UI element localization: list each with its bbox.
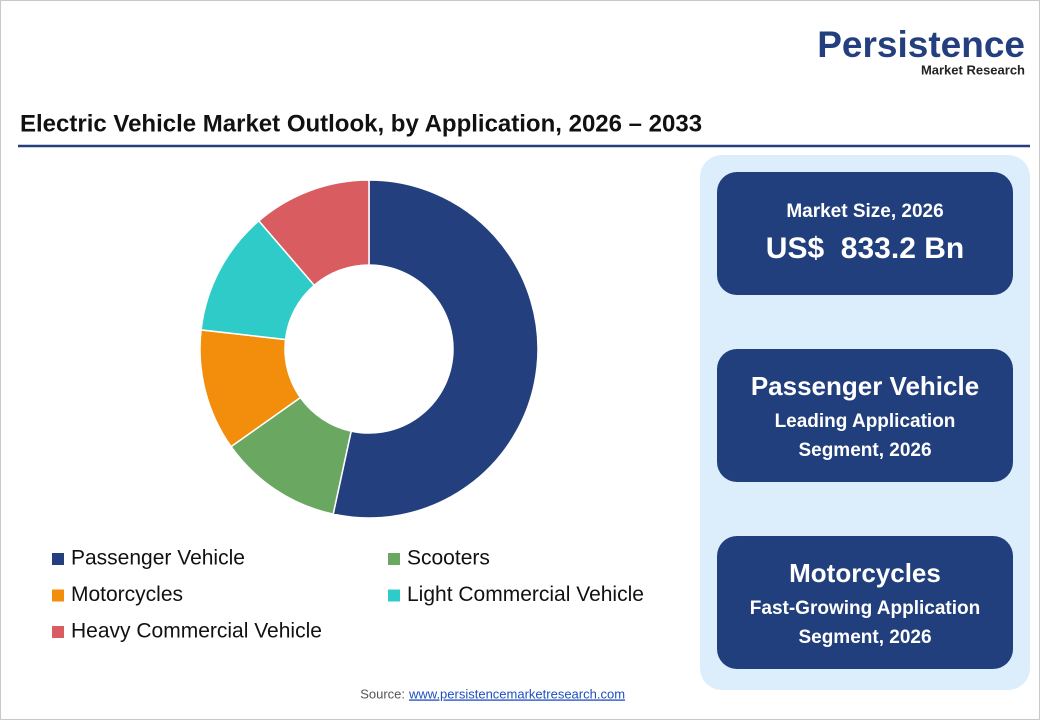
legend-swatch: [52, 626, 64, 638]
card-line: Leading Application: [775, 411, 956, 432]
brand-sub: Market Research: [921, 62, 1025, 77]
card-label: Market Size, 2026: [786, 201, 943, 222]
legend-label: Motorcycles: [71, 583, 183, 606]
legend-swatch: [52, 553, 64, 565]
source-label: Source:: [360, 686, 405, 701]
card: [717, 349, 1013, 482]
card-title: Passenger Vehicle: [751, 371, 979, 401]
donut-slice: [257, 179, 370, 287]
donut-slice: [332, 179, 539, 519]
legend-label: Passenger Vehicle: [71, 547, 245, 570]
card-line: Segment, 2026: [798, 627, 931, 648]
card-line: Segment, 2026: [798, 440, 931, 461]
legend-swatch: [52, 589, 64, 602]
card: [717, 172, 1013, 295]
brand: Persistence: [817, 24, 1025, 65]
legend-label: Scooters: [407, 547, 490, 570]
cards: Market Size, 2026 US$ 833.2 Bn Passenger…: [717, 172, 1013, 669]
source-link[interactable]: www.persistencemarketresearch.com: [408, 686, 625, 701]
chart-title: Electric Vehicle Market Outlook, by Appl…: [20, 110, 702, 137]
legend-label: Light Commercial Vehicle: [407, 583, 644, 606]
card-value: US$ 833.2 Bn: [766, 232, 964, 265]
card-line: Fast-Growing Application: [750, 598, 980, 619]
legend-swatch: [388, 589, 400, 602]
legend-swatch: [388, 553, 400, 565]
card: [717, 536, 1013, 669]
legend-label: Heavy Commercial Vehicle: [71, 620, 322, 643]
card-title: Motorcycles: [789, 558, 941, 588]
